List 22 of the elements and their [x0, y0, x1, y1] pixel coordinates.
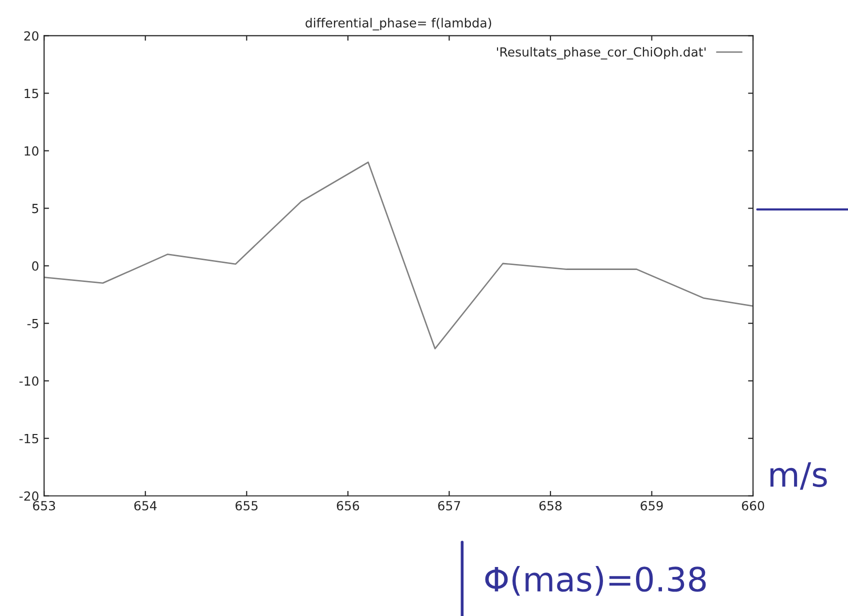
y-tick-label: 10 — [24, 146, 38, 156]
x-tick-label: 657 — [438, 500, 460, 510]
y-tick-label: -10 — [19, 376, 38, 386]
x-tick-label: 658 — [539, 500, 562, 510]
x-tick-label: 656 — [336, 500, 360, 510]
y-tick-label: 0 — [32, 261, 38, 271]
y-tick-label: -20 — [19, 491, 38, 501]
x-tick-label: 653 — [33, 500, 56, 510]
x-tick-label: 654 — [134, 500, 157, 510]
x-tick-label: 659 — [640, 500, 663, 510]
x-tick-label: 655 — [236, 500, 258, 510]
y-tick-label: 20 — [24, 31, 38, 41]
y-tick-label: -5 — [27, 318, 38, 328]
y-tick-label: 15 — [24, 88, 38, 98]
legend-label: 'Resultats_phase_cor_ChiOph.dat' — [496, 46, 706, 60]
text: Φ(mas)=0.38 — [485, 566, 706, 596]
chart-title: differential_phase= f(lambda) — [306, 18, 492, 30]
y-tick-label: -15 — [19, 434, 38, 444]
line-series — [44, 162, 754, 350]
y-tick-label: 5 — [32, 204, 38, 214]
x-tick-label: 660 — [742, 500, 764, 510]
text: m/s — [770, 462, 827, 490]
